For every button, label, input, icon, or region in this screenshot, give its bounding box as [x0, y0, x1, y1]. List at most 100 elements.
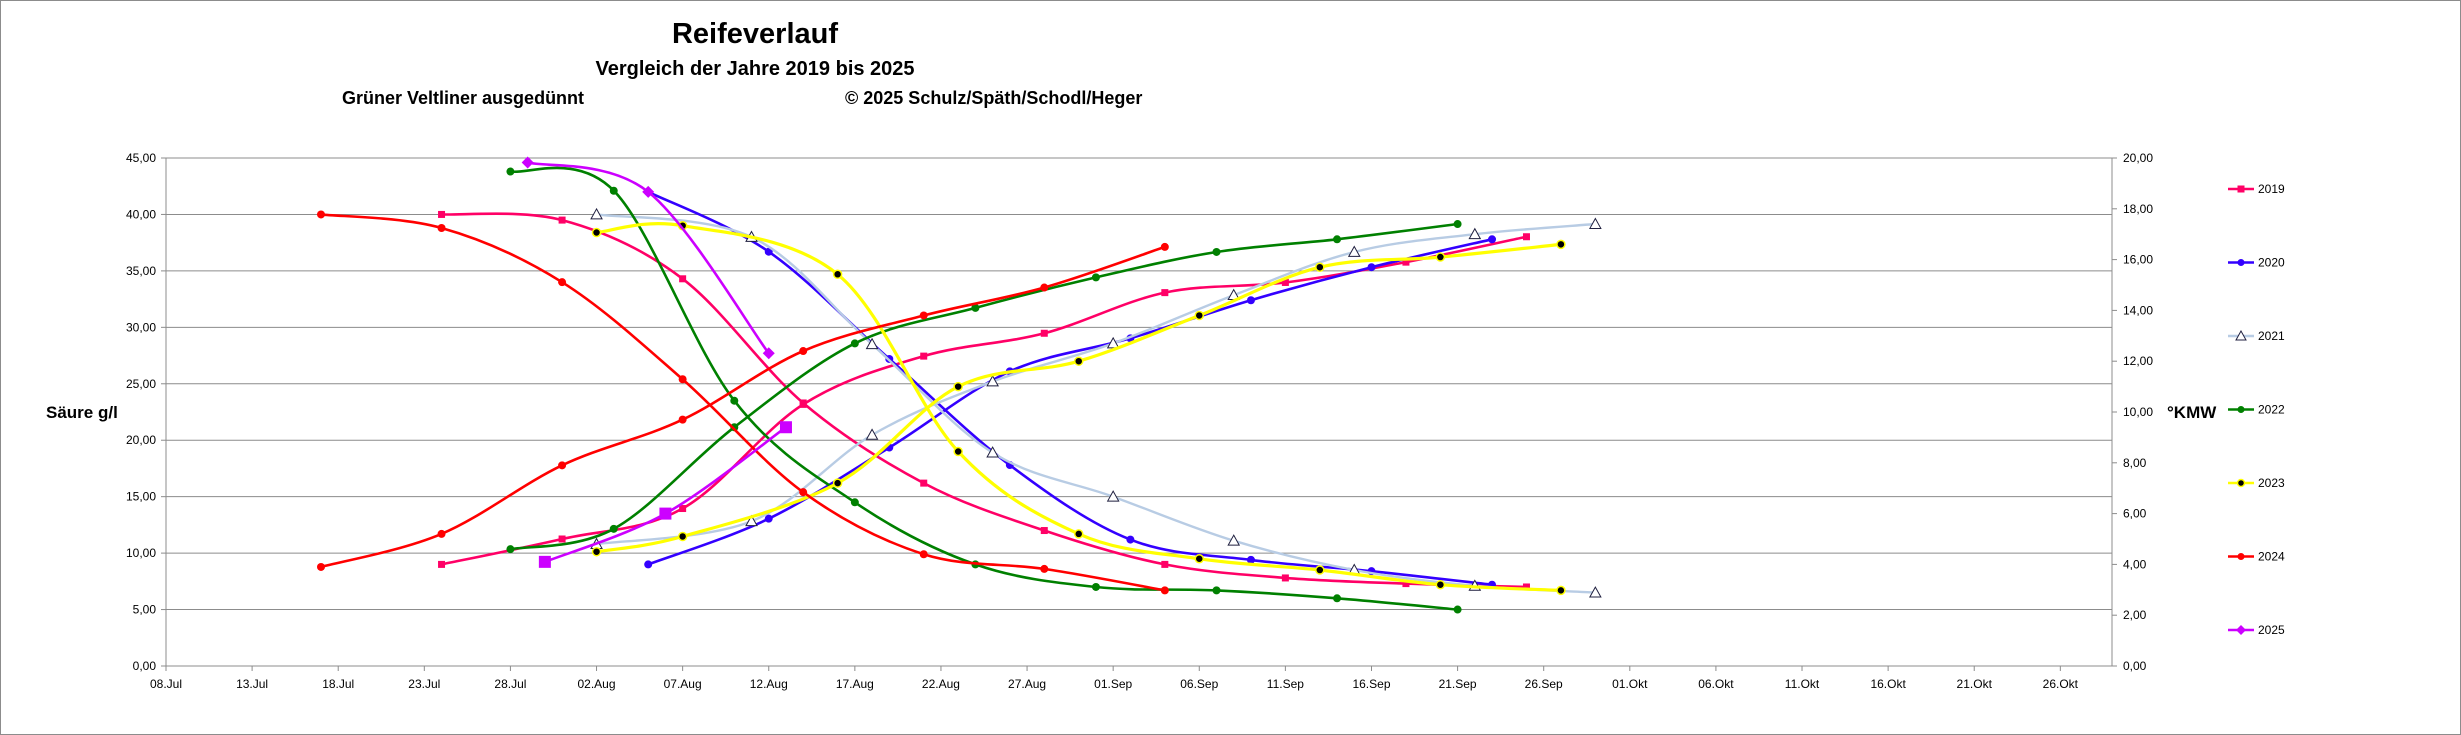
- series-2023-kmw-point: [1315, 262, 1325, 272]
- series-2022-kmw-point: [730, 423, 739, 432]
- legend-2023-marker: [2236, 478, 2246, 488]
- series-2024-acid-point: [799, 488, 808, 497]
- series-2019-kmw-point: [1281, 278, 1289, 286]
- x-tick-label: 26.Okt: [2043, 677, 2079, 691]
- series-2022-kmw-point: [506, 545, 515, 554]
- y-tick-label: 10,00: [126, 546, 156, 560]
- series-2019-acid-point: [1522, 583, 1530, 591]
- x-tick-label: 28.Jul: [494, 677, 526, 691]
- series-2024-kmw-point: [678, 415, 687, 424]
- y-tick-label: 30,00: [126, 320, 156, 334]
- series-2022-acid-point: [1453, 605, 1462, 614]
- series-2023-acid-point: [953, 446, 963, 457]
- series-2020-acid-point: [1246, 555, 1255, 564]
- series-2022-acid-point: [1091, 582, 1100, 591]
- series-2021-acid-point: [590, 207, 603, 220]
- series-2019-kmw-point: [1402, 258, 1410, 266]
- legend-2025-label: 2025: [2258, 623, 2285, 637]
- series-2024-kmw-point: [558, 461, 567, 470]
- series-2024-kmw-point: [919, 311, 928, 320]
- series-2024-acid-point: [1160, 586, 1169, 595]
- y2-tick-label: 2,00: [2123, 608, 2147, 622]
- series-2021-acid-point: [1227, 534, 1241, 546]
- series-2023-kmw-point: [1556, 239, 1566, 250]
- x-tick-label: 16.Okt: [1870, 677, 1906, 691]
- series-2019-acid-point: [679, 275, 687, 283]
- x-tick-label: 11.Sep: [1267, 677, 1304, 691]
- series-2019-kmw-point: [558, 535, 566, 543]
- series-2023-kmw-point: [1073, 356, 1084, 366]
- series-2022-kmw-point: [1212, 247, 1221, 256]
- series-2021-kmw-point: [1347, 245, 1361, 257]
- series-2024-kmw-point: [1040, 283, 1049, 292]
- series-2023-acid-point: [591, 227, 602, 238]
- y2-tick-label: 18,00: [2123, 202, 2153, 216]
- series-2025-kmw-point: [659, 507, 672, 520]
- x-tick-label: 06.Okt: [1698, 677, 1734, 691]
- series-2024-acid-line: [320, 213, 1166, 592]
- series-2024-kmw-point: [316, 562, 325, 571]
- x-tick-label: 13.Jul: [236, 677, 268, 691]
- series-2023-kmw-line: [596, 242, 1562, 554]
- series-2019-acid-point: [1402, 580, 1410, 588]
- series-2025-acid-point: [521, 156, 534, 169]
- series-2019-acid-point: [1040, 527, 1048, 535]
- legend-2021-marker: [2235, 329, 2247, 341]
- series-2023-acid-line: [596, 222, 1561, 592]
- series-2021-kmw-point: [1468, 227, 1482, 240]
- series-2020-kmw-line: [647, 238, 1493, 566]
- chart-subtitle: Vergleich der Jahre 2019 bis 2025: [595, 58, 915, 80]
- x-tick-label: 12.Aug: [750, 677, 788, 691]
- x-tick-label: 27.Aug: [1008, 677, 1046, 691]
- legend-2021-label: 2021: [2258, 329, 2285, 343]
- y2-tick-label: 6,00: [2123, 507, 2147, 521]
- series-2021-acid-line: [596, 213, 1596, 594]
- series-2020-kmw-point: [1246, 296, 1255, 305]
- series-2022-acid-point: [1333, 594, 1342, 603]
- series-2023-kmw-point: [1435, 252, 1446, 262]
- series-2019-kmw-point: [799, 400, 807, 408]
- series-2023-acid-point: [1435, 579, 1446, 590]
- x-tick-label: 02.Aug: [578, 677, 616, 691]
- series-2023-kmw-point: [591, 546, 602, 557]
- y-tick-label: 45,00: [126, 151, 156, 165]
- series-2024-acid-point: [437, 223, 446, 232]
- series-2023-acid-point: [1556, 585, 1566, 596]
- series-2024-acid-point: [919, 550, 928, 559]
- series-2023-kmw-point: [677, 531, 688, 542]
- y2-tick-label: 14,00: [2123, 303, 2153, 317]
- x-tick-label: 07.Aug: [664, 677, 702, 691]
- series-2020-kmw-point: [644, 560, 653, 569]
- series-2020-kmw-point: [764, 514, 773, 523]
- x-tick-label: 17.Aug: [836, 677, 874, 691]
- y-tick-label: 20,00: [126, 433, 156, 447]
- y2-tick-label: 12,00: [2123, 354, 2153, 368]
- series-2021-acid-point: [1106, 490, 1120, 502]
- series-2023-acid-point: [1315, 565, 1325, 575]
- x-tick-label: 26.Sep: [1525, 677, 1563, 691]
- series-2019-acid-point: [1161, 560, 1169, 568]
- series-2024-acid-point: [316, 210, 325, 219]
- y2-tick-label: 8,00: [2123, 456, 2147, 470]
- series-2022-kmw-point: [1091, 273, 1100, 282]
- series-2020-acid-point: [1126, 535, 1135, 544]
- series-2019-kmw-line: [441, 235, 1527, 566]
- series-2020-kmw-point: [1488, 235, 1497, 244]
- series-2020-kmw-point: [1367, 263, 1376, 272]
- series-2021-acid-point: [986, 446, 999, 458]
- x-tick-label: 01.Sep: [1094, 677, 1132, 691]
- series-2022-acid-point: [506, 167, 515, 176]
- legend-2023-label: 2023: [2258, 476, 2285, 490]
- series-2021-acid-point: [865, 337, 879, 350]
- legend-2020-marker: [2237, 259, 2245, 266]
- series-2019-kmw-point: [920, 352, 928, 360]
- series-2021-kmw-point: [986, 374, 999, 387]
- series-2019-acid-point: [920, 479, 928, 487]
- series-2020-acid-point: [764, 247, 773, 256]
- series-2019-acid-point: [438, 210, 446, 218]
- series-2019-kmw-point: [1040, 329, 1048, 337]
- series-2022-acid-point: [730, 396, 739, 405]
- series-2024-kmw-point: [799, 347, 808, 356]
- legend-2025-marker: [2236, 625, 2246, 635]
- legend-2024-marker: [2237, 553, 2245, 560]
